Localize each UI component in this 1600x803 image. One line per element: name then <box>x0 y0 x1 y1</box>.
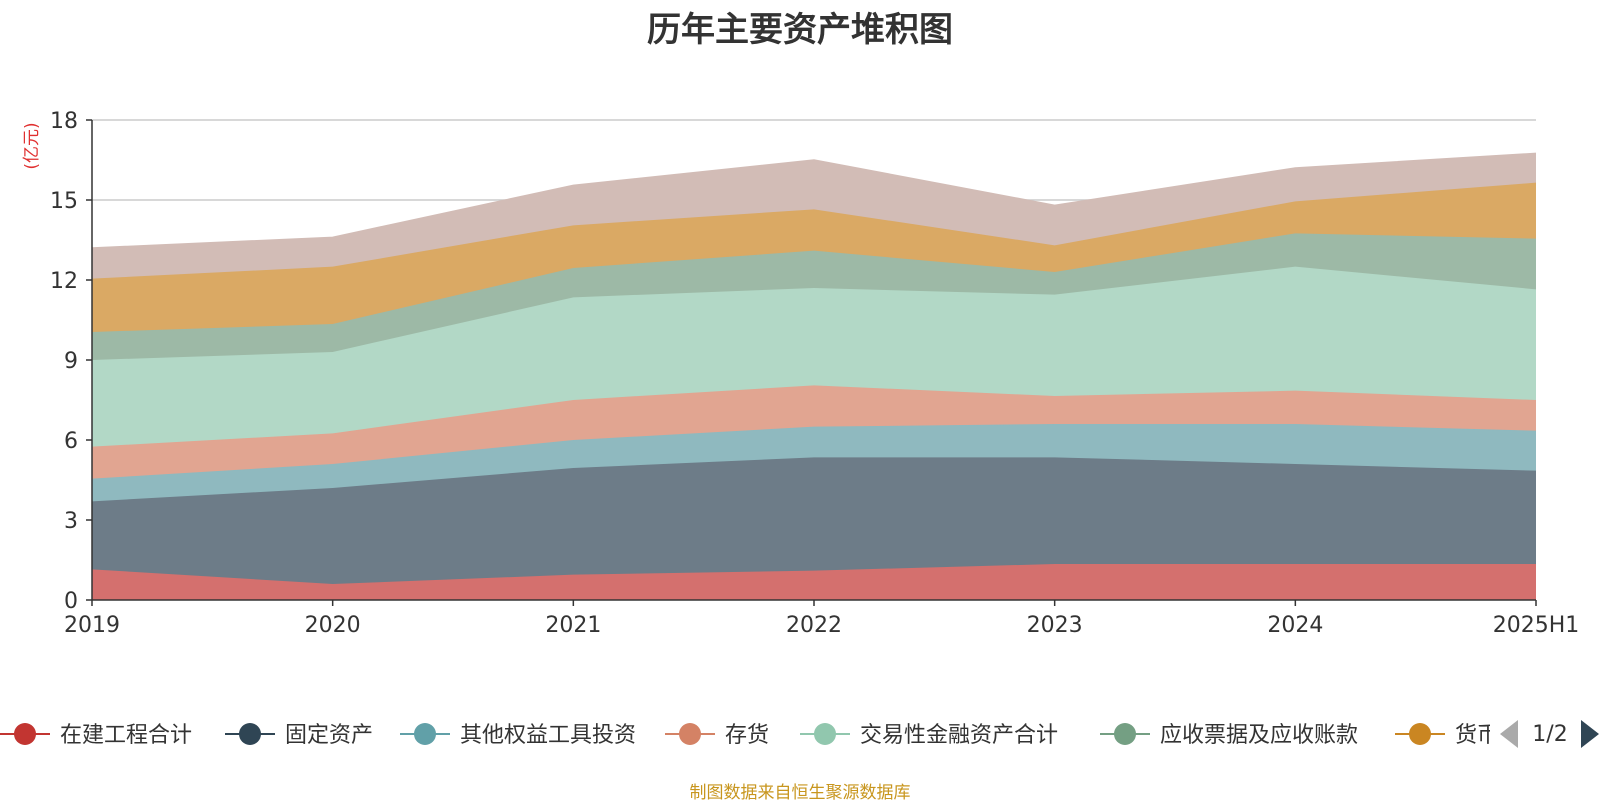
legend-marker-dot-6 <box>1114 723 1136 745</box>
y-tick-label: 9 <box>64 349 78 374</box>
y-tick-label: 18 <box>50 109 78 134</box>
legend-marker-dot-1 <box>14 723 36 745</box>
area-series-3 <box>92 424 1536 502</box>
legend-item-4: 存货 <box>725 723 769 748</box>
y-tick-label: 12 <box>50 269 78 294</box>
legend-marker-dot-4 <box>679 723 701 745</box>
legend-item-6: 应收票据及应收账款 <box>1160 723 1358 748</box>
area-series-8 <box>92 153 1536 279</box>
area-series-1 <box>92 564 1536 600</box>
y-tick-label: 6 <box>64 429 78 454</box>
y-tick-label: 0 <box>64 589 78 614</box>
area-layer <box>91 152 1537 600</box>
legend-item-7: 货币资金 <box>1455 723 1543 748</box>
legend-marker-dot-2 <box>239 723 261 745</box>
area-series-2 <box>92 457 1536 584</box>
area-series-6 <box>92 233 1536 360</box>
x-tick-label: 2024 <box>1267 613 1323 638</box>
triangle-left-icon <box>1500 720 1518 748</box>
legend: 在建工程合计 固定资产 其他权益工具投资 存货 交易性金融资产合计 应收票据及应收账款 货币… <box>0 723 1543 748</box>
x-tick-label: 2025H1 <box>1493 613 1580 638</box>
legend-marker-dot-7 <box>1409 723 1431 745</box>
y-tick-label: 3 <box>64 509 78 534</box>
legend-pager: 1/2 <box>1500 720 1599 748</box>
x-tick-label: 2020 <box>305 613 361 638</box>
triangle-right-icon <box>1581 720 1599 748</box>
footer-source-note: 制图数据来自恒生聚源数据库 <box>689 783 911 803</box>
area-series-4 <box>92 385 1536 479</box>
legend-marker-dot-5 <box>814 723 836 745</box>
legend-item-2: 固定资产 <box>285 723 373 748</box>
x-tick-label: 2021 <box>545 613 601 638</box>
legend-item-1: 在建工程合计 <box>60 723 192 748</box>
chart-title: 历年主要资产堆积图 <box>647 10 953 50</box>
y-tick-label: 15 <box>50 189 78 214</box>
axis-layer: 0 3 6 9 12 15 18 2019 2020 2021 2022 2023 2024 2025H1 <box>50 109 1579 638</box>
area-series-7 <box>92 182 1536 332</box>
legend-page-indicator: 1/2 <box>1532 722 1567 747</box>
x-tick-label: 2023 <box>1027 613 1083 638</box>
legend-marker-dot-3 <box>414 723 436 745</box>
legend-item-5: 交易性金融资产合计 <box>860 723 1058 748</box>
x-tick-label: 2019 <box>64 613 120 638</box>
area-series-5 <box>92 266 1536 447</box>
x-tick-label: 2022 <box>786 613 842 638</box>
area-series-edge-8 <box>91 152 1537 249</box>
y-unit-label: (亿元) <box>22 122 42 169</box>
legend-item-3: 其他权益工具投资 <box>460 723 636 748</box>
